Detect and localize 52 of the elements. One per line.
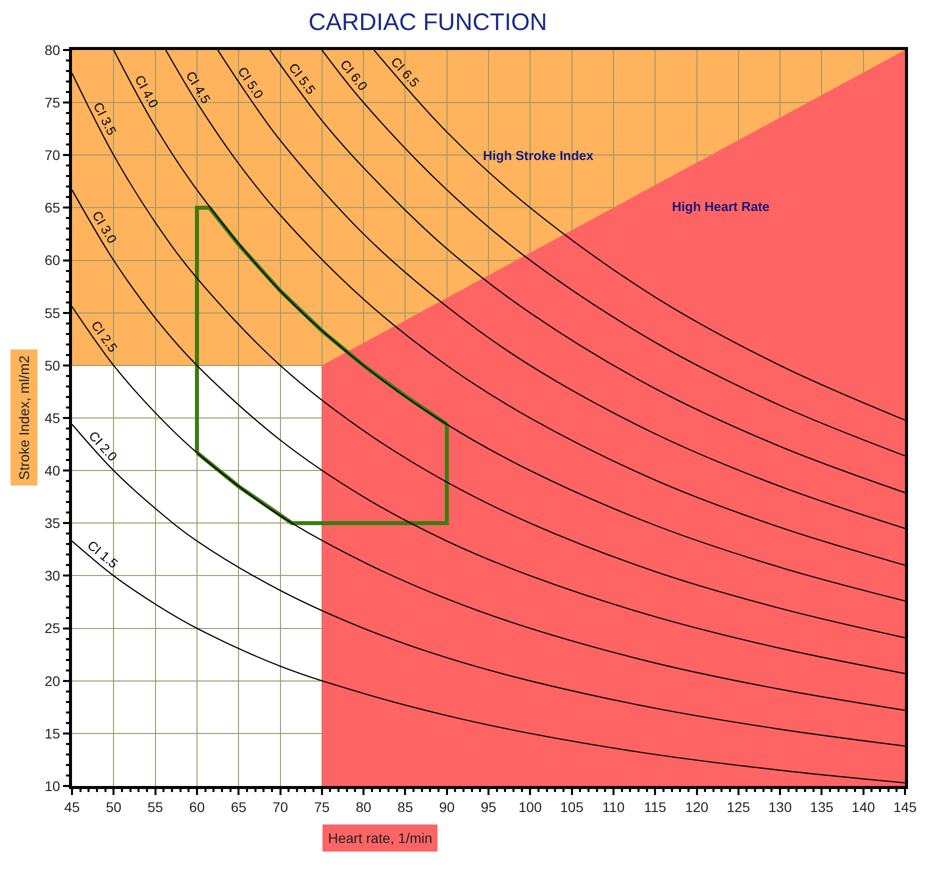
x-tick-label: 110 xyxy=(602,798,625,815)
x-tick-label: 105 xyxy=(560,798,584,815)
y-tick-label: 75 xyxy=(44,94,60,110)
x-tick-label: 145 xyxy=(893,798,917,815)
text: CI 1.5 xyxy=(84,537,121,572)
annotation: High Heart Rate xyxy=(672,199,770,214)
y-tick-label: 15 xyxy=(44,725,60,742)
x-tick-label: 125 xyxy=(726,798,750,815)
x-tick-label: 75 xyxy=(314,798,330,815)
y-tick-label: 30 xyxy=(44,568,60,584)
x-tick-label: 90 xyxy=(439,798,455,815)
x-tick-label: 80 xyxy=(356,798,372,815)
x-tick-label: 115 xyxy=(644,798,666,815)
y-tick-label: 65 xyxy=(44,200,60,216)
text: CI 3.0 xyxy=(89,208,120,246)
y-tick-label: 55 xyxy=(44,304,60,321)
text: CI 2.0 xyxy=(86,428,120,464)
y-tick-label: 45 xyxy=(44,410,60,426)
y-tick-label: 70 xyxy=(44,147,60,164)
y-tick-label: 80 xyxy=(44,42,60,58)
x-tick-label: 45 xyxy=(64,798,80,815)
text: CI 2.5 xyxy=(88,318,121,356)
x-tick-label: 100 xyxy=(518,798,542,815)
x-tick-label: 120 xyxy=(685,798,709,815)
x-tick-label: 55 xyxy=(148,798,164,815)
y-axis-title: Stroke Index, ml/m2 xyxy=(16,355,32,480)
text: CI 5.0 xyxy=(234,64,266,102)
text: CI 3.5 xyxy=(90,100,120,138)
x-tick-label: 140 xyxy=(852,798,876,815)
y-tick-label: 20 xyxy=(44,672,60,689)
y-tick-label: 10 xyxy=(44,778,60,794)
text: CI 4.0 xyxy=(132,72,162,110)
x-tick-label: 60 xyxy=(189,798,205,815)
x-tick-label: 135 xyxy=(810,798,834,815)
chart-title: CARDIAC FUNCTION xyxy=(308,8,548,36)
y-tick-label: 35 xyxy=(44,515,60,532)
text: CI 6.0 xyxy=(337,56,371,94)
y-tick-label: 60 xyxy=(44,252,60,268)
x-tick-label: 130 xyxy=(768,798,792,815)
y-tick-label: 40 xyxy=(44,462,60,478)
text: CI 4.5 xyxy=(183,68,214,106)
x-tick-label: 95 xyxy=(480,798,496,815)
x-tick-label: 65 xyxy=(230,798,247,815)
x-tick-label: 70 xyxy=(272,798,288,815)
text: CI 6.5 xyxy=(388,54,422,90)
y-tick-label: 25 xyxy=(44,620,60,636)
x-tick-label: 50 xyxy=(106,798,122,815)
y-tick-label: 50 xyxy=(44,357,60,374)
annotation: High Stroke Index xyxy=(483,148,594,163)
text: CI 5.5 xyxy=(286,60,319,98)
x-tick-label: 85 xyxy=(397,798,414,815)
x-axis-title: Heart rate, 1/min xyxy=(328,830,432,846)
